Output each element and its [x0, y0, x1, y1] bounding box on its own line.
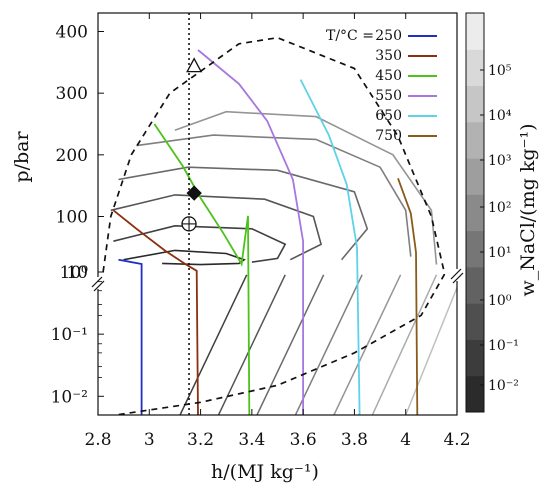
- legend-label-550: 550: [375, 88, 402, 104]
- plot-frame: [97, 12, 458, 416]
- contour-line: [174, 110, 438, 265]
- colorbar-segment: [466, 230, 484, 268]
- contour-line: [123, 249, 246, 266]
- contour-line: [405, 285, 457, 415]
- x-axis-ticks: 2.8 3 3.2 3.4 3.6 3.8 4 4.2: [84, 13, 471, 450]
- isotherm-450: [153, 123, 251, 415]
- y-tick-label: 10⁻¹: [51, 325, 88, 345]
- isotherm-250: [118, 258, 143, 415]
- x-axis-label: h/(MJ kg⁻¹): [211, 461, 319, 483]
- diamond-marker: [186, 185, 202, 201]
- contour-line: [333, 274, 402, 415]
- legend-label-350: 350: [375, 48, 402, 64]
- contour-line: [113, 224, 287, 263]
- colorbar-segment: [466, 13, 484, 50]
- colorbar-label: w_NaCl/(mg kg⁻¹): [517, 123, 539, 296]
- colorbar-segment: [466, 158, 484, 195]
- isotherm-750: [397, 177, 419, 415]
- contour-line: [179, 274, 248, 415]
- colorbar-tick-label: 10²: [488, 200, 511, 216]
- x-tick-label: 4: [400, 430, 411, 450]
- colorbar: 10⁻² 10⁻¹ 10⁰ 10¹ 10² 10³ 10⁴ 10⁵: [465, 12, 519, 413]
- x-tick-label: 3.2: [187, 430, 214, 450]
- contour-line: [136, 134, 412, 257]
- circle-cross-marker: [181, 216, 197, 232]
- contour-line: [371, 274, 438, 415]
- y-tick-label: 10⁰: [60, 263, 89, 283]
- colorbar-tick-label: 10⁵: [488, 63, 512, 79]
- colorbar-segment: [466, 303, 484, 340]
- colorbar-tick-label: 10⁴: [488, 108, 512, 124]
- x-tick-label: 3.6: [290, 430, 317, 450]
- legend-label-450: 450: [375, 68, 402, 84]
- colorbar-segment: [466, 339, 484, 377]
- y-tick-label: 100: [56, 208, 88, 228]
- contour-line: [118, 166, 369, 261]
- colorbar-segment: [466, 194, 484, 232]
- contour-line: [110, 194, 323, 261]
- x-tick-label: 2.8: [84, 430, 111, 450]
- axis-break-marks: [91, 268, 464, 292]
- y-axis-ticks: 10 100 200 300 400 10⁻² 10⁻¹ 10⁰: [51, 23, 104, 407]
- axis-break: [450, 268, 464, 284]
- concentration-contours: [110, 110, 457, 415]
- isotherm-650: [299, 79, 361, 415]
- y-axis-label: p/bar: [11, 131, 33, 183]
- state-markers: [181, 57, 203, 232]
- colorbar-frame: [465, 12, 485, 413]
- axis-break: [91, 276, 105, 292]
- legend: T/°C = 250 350 450 550 650 750: [326, 28, 437, 144]
- y-tick-label: 300: [56, 84, 88, 104]
- isotherm-350: [112, 209, 199, 415]
- legend-label-750: 750: [375, 128, 402, 144]
- x-tick-label: 3.4: [238, 430, 265, 450]
- colorbar-segment: [466, 49, 484, 87]
- contour-line: [256, 274, 325, 415]
- legend-label-650: 650: [375, 108, 402, 124]
- colorbar-tick-label: 10³: [488, 153, 511, 169]
- x-tick-label: 3.8: [341, 430, 368, 450]
- contour-line: [294, 274, 363, 415]
- y-tick-label: 200: [56, 146, 88, 166]
- colorbar-tick-label: 10⁰: [488, 293, 512, 309]
- legend-title: T/°C =: [326, 28, 374, 44]
- x-tick-label: 4.2: [443, 430, 470, 450]
- colorbar-segment: [466, 266, 484, 304]
- triangle-marker: [186, 57, 203, 73]
- contour-line: [217, 274, 286, 415]
- colorbar-segment: [466, 121, 484, 159]
- plot-background: [98, 13, 457, 415]
- legend-label-250: 250: [375, 28, 402, 44]
- colorbar-tick-label: 10⁻²: [488, 378, 519, 394]
- y-tick-label: 10: [66, 263, 88, 283]
- boundary-curve: [102, 36, 446, 415]
- y-tick-label: 10⁻²: [51, 387, 88, 407]
- x-tick-label: 3: [144, 430, 155, 450]
- two-phase-boundary: [102, 36, 446, 415]
- colorbar-tick-label: 10¹: [488, 245, 511, 261]
- y-tick-label: 400: [56, 23, 88, 43]
- isotherm-550: [197, 49, 304, 415]
- colorbar-segment: [466, 375, 484, 413]
- isotherm-lines: [112, 49, 419, 415]
- colorbar-tick-label: 10⁻¹: [488, 338, 519, 354]
- colorbar-segment: [466, 85, 484, 123]
